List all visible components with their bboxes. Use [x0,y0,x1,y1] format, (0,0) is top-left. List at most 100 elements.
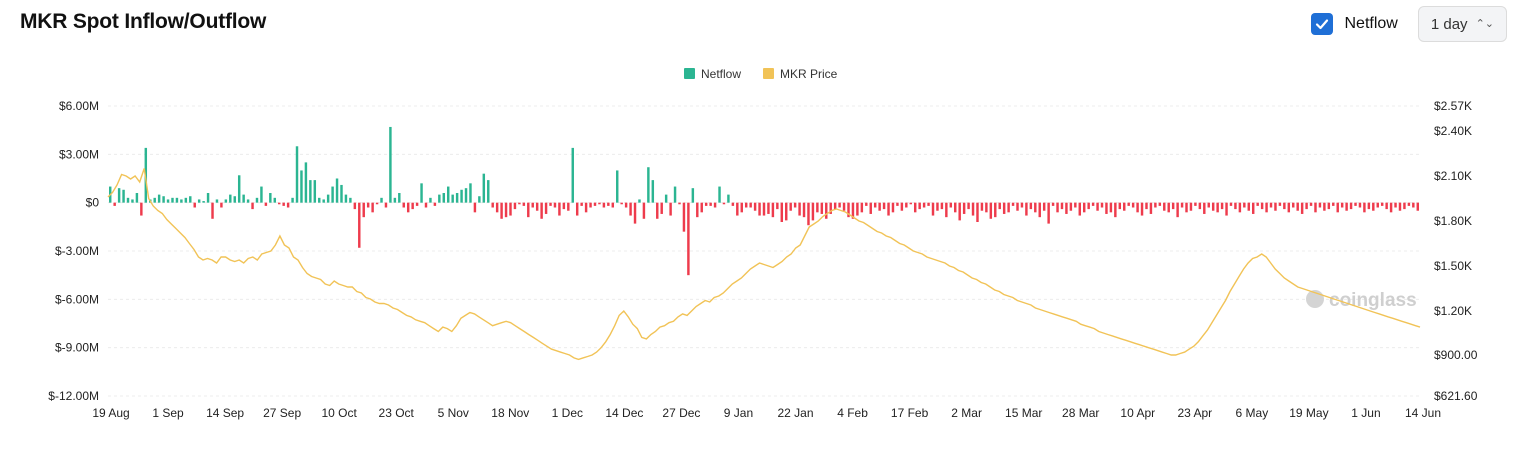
netflow-bar [535,202,539,211]
netflow-bar [1398,202,1402,211]
netflow-bar [922,202,926,208]
netflow-bar [371,202,374,213]
netflow-checkbox[interactable] [1310,13,1333,35]
netflow-bar [1091,202,1095,206]
netflow-bar [237,175,241,203]
netflow-bar [113,202,116,206]
netflow-bar [744,202,748,208]
netflow-bar [331,186,334,203]
chart-controls: Netflow 1 day ⌃⌄ [1310,6,1507,42]
netflow-bar [1238,202,1242,213]
netflow-bar [1229,202,1233,206]
netflow-bar [980,202,984,211]
netflow-bar [1207,202,1210,208]
netflow-bar [1300,202,1304,214]
netflow-bar [527,202,530,218]
netflow-bar [1136,202,1139,213]
netflow-bar [687,202,690,276]
netflow-bar [1358,202,1362,208]
netflow-bar [664,194,668,203]
netflow-bar [175,197,179,203]
netflow-bar [602,202,606,208]
netflow-bar [909,202,912,205]
netflow-bar [753,202,757,211]
netflow-bar [349,197,352,203]
netflow-bar [1127,202,1130,206]
netflow-bar [1114,202,1117,218]
netflow-bar [1149,202,1153,214]
netflow-bar [1349,202,1353,210]
netflow-bar [1243,202,1246,208]
legend-label: MKR Price [780,67,838,81]
netflow-bar [246,199,250,203]
netflow-bar [771,202,775,218]
netflow-bar [1412,202,1415,208]
netflow-bar [255,197,259,203]
netflow-bar [669,202,672,216]
netflow-bar [651,180,655,203]
x-tick-label: 19 Aug [92,406,129,420]
netflow-bar [447,186,450,203]
x-tick-label: 9 Jan [724,406,753,420]
netflow-bar [366,202,370,208]
netflow-bar [1327,202,1331,210]
netflow-bar [1034,202,1037,213]
netflow-bar [1096,202,1099,211]
y-right-tick-label: $1.80K [1434,214,1472,228]
netflow-bar [322,199,325,203]
netflow-bar [513,202,517,210]
netflow-bar [624,202,628,208]
y-left-tick-label: $-3.00M [55,244,99,258]
netflow-bar [873,202,877,208]
netflow-bar [1225,202,1228,216]
y-left-tick-label: $3.00M [59,147,99,161]
netflow-bar [220,202,223,208]
netflow-bar [389,126,392,203]
netflow-bar [807,202,810,226]
netflow-bar [1274,202,1277,211]
netflow-bar [740,202,743,213]
netflow-bar [473,202,477,213]
netflow-bar [802,202,806,218]
x-tick-label: 2 Mar [951,406,982,420]
x-tick-label: 18 Nov [491,406,529,420]
netflow-bar [696,202,699,218]
netflow-bar [575,202,579,216]
y-left-tick-label: $-9.00M [55,341,99,355]
netflow-bar [878,202,881,211]
interval-select[interactable]: 1 day ⌃⌄ [1417,6,1507,42]
netflow-bar [949,202,953,208]
netflow-bar [202,201,205,203]
netflow-bar [278,202,281,205]
netflow-bar [1394,202,1397,208]
mkr-price-line [107,168,1421,361]
netflow-bar [945,202,948,218]
netflow-bar [229,194,232,203]
netflow-bar [438,194,441,203]
x-tick-label: 5 Nov [438,406,469,420]
netflow-bar [593,202,597,206]
netflow-bar [300,170,303,203]
netflow-bar [780,202,784,222]
netflow-bar [1234,202,1237,210]
netflow-bar [927,202,930,206]
netflow-bar [1407,202,1411,206]
x-tick-label: 19 May [1289,406,1328,420]
netflow-bar [1332,202,1335,206]
netflow-bar [411,202,414,210]
netflow-bar [900,202,904,211]
x-tick-label: 4 Feb [837,406,868,420]
netflow-bar [580,202,583,206]
x-tick-label: 28 Mar [1062,406,1099,420]
netflow-bar [976,202,979,222]
netflow-bar [433,202,437,206]
watermark-text: coinglass [1329,290,1417,311]
netflow-bar [798,202,801,216]
netflow-bar [620,202,623,205]
legend-swatch [763,68,774,79]
legend-label: Netflow [701,67,741,81]
netflow-bar [273,197,277,203]
netflow-bar [553,202,557,208]
netflow-checkbox-label[interactable]: Netflow [1344,15,1398,32]
netflow-bar [682,202,686,232]
